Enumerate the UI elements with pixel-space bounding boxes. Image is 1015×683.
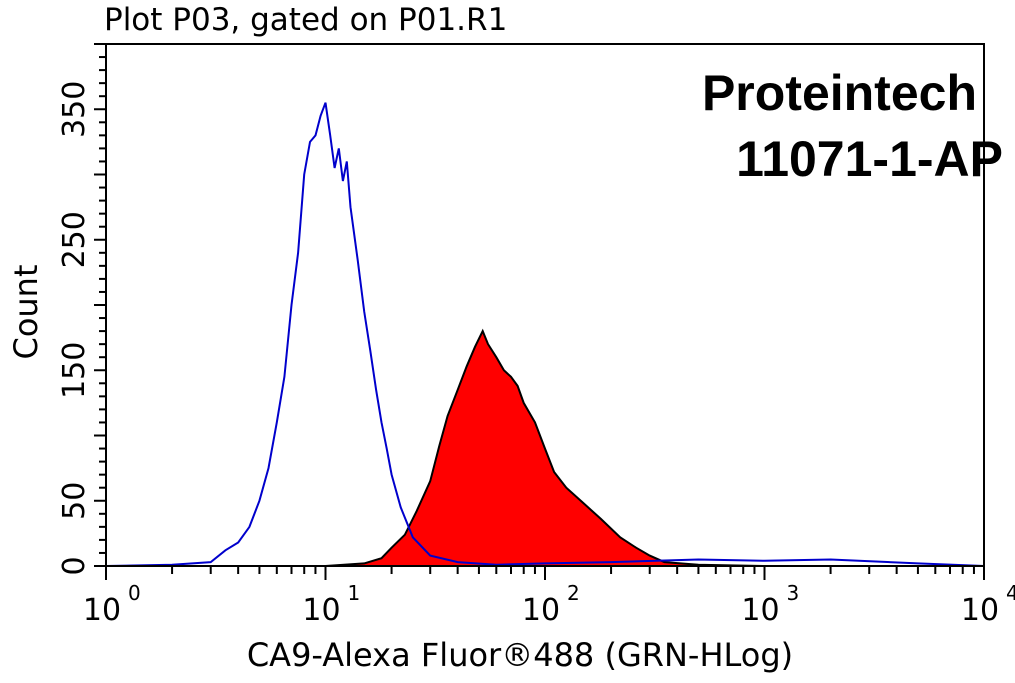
- series-layer: [105, 102, 985, 567]
- axis-layer: 10 0 10 1 10 2 10 3 10 4 0 50 150 250 350: [57, 43, 1015, 628]
- x-axis-label: CA9-Alexa Fluor®488 (GRN-HLog): [246, 636, 794, 674]
- y-tick-label-4: 350: [57, 81, 92, 138]
- y-tick-label-2: 150: [57, 342, 92, 399]
- x-tick-exponent-1: 1: [348, 581, 361, 605]
- x-tick-label-1: 10: [302, 593, 340, 628]
- x-tick-exponent-2: 2: [567, 581, 580, 605]
- y-tick-label-1: 50: [57, 482, 92, 520]
- x-tick-label-3: 10: [741, 593, 779, 628]
- series-0-line: [105, 102, 985, 567]
- chart-title: Plot P03, gated on P01.R1: [104, 2, 508, 38]
- x-tick-label-2: 10: [522, 593, 560, 628]
- series-1-area: [106, 328, 984, 567]
- annotation-catalog-number: 11071-1-AP: [736, 131, 1003, 187]
- x-tick-label-0: 10: [83, 593, 121, 628]
- x-tick-exponent-3: 3: [787, 581, 800, 605]
- x-tick-exponent-4: 4: [1006, 581, 1015, 605]
- y-tick-label-0: 0: [57, 556, 92, 575]
- x-tick-exponent-0: 0: [128, 581, 141, 605]
- x-tick-label-4: 10: [961, 593, 999, 628]
- y-tick-label-3: 250: [57, 211, 92, 268]
- annotation-block: Proteintech 11071-1-AP: [701, 60, 1003, 192]
- annotation-brand: Proteintech: [701, 65, 977, 121]
